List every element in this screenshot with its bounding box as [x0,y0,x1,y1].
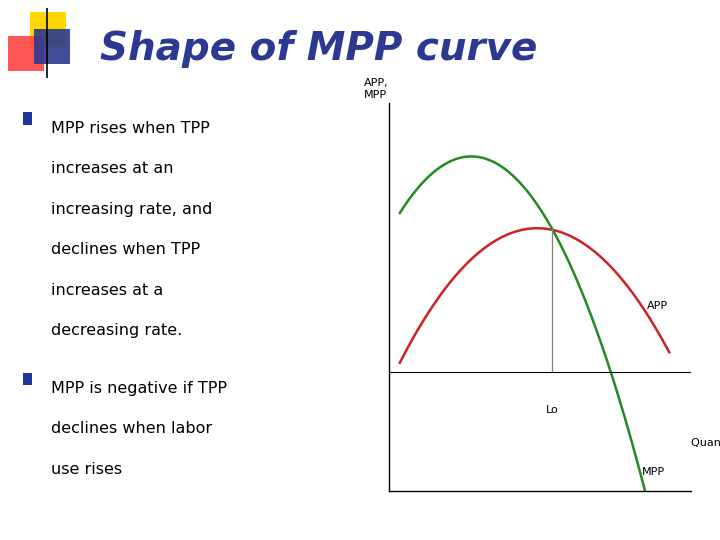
Text: increases at an: increases at an [50,161,173,176]
Text: MPP is negative if TPP: MPP is negative if TPP [50,381,227,396]
Text: increases at a: increases at a [50,282,163,298]
Text: declines when TPP: declines when TPP [50,242,199,257]
Bar [34,29,70,64]
Text: declines when labor: declines when labor [50,421,212,436]
Bar [8,36,44,71]
Text: use rises: use rises [50,462,122,477]
Bar [23,373,32,385]
Bar [30,11,66,47]
Text: decreasing rate.: decreasing rate. [50,323,181,338]
Text: Quantity of labor: Quantity of labor [691,437,720,448]
Text: Shape of MPP curve: Shape of MPP curve [100,30,537,68]
Text: APP,
MPP: APP, MPP [364,78,389,100]
Text: MPP rises when TPP: MPP rises when TPP [50,120,210,136]
Text: APP: APP [647,301,668,311]
Text: MPP: MPP [642,467,665,477]
Text: Lo: Lo [546,405,559,415]
Bar [23,112,32,125]
Text: increasing rate, and: increasing rate, and [50,201,212,217]
